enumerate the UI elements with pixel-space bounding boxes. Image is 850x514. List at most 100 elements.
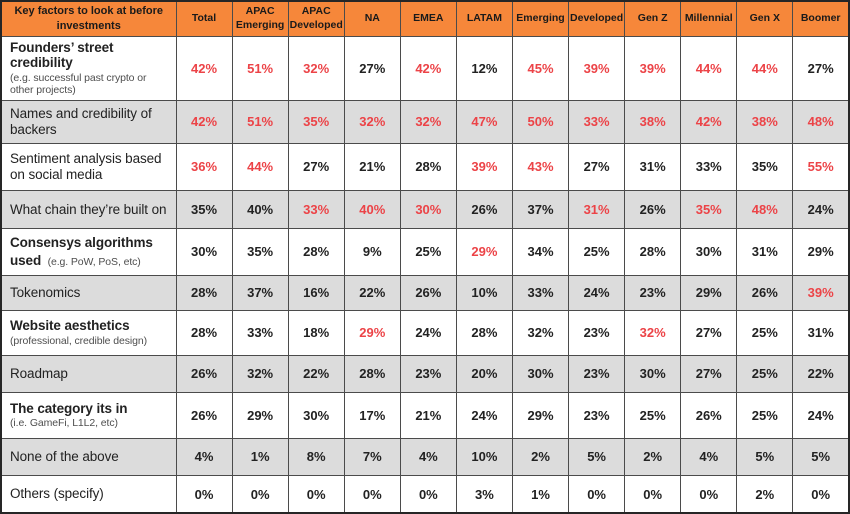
value-cell: 0%	[624, 474, 682, 514]
factor-sublabel: (professional, credible design)	[10, 334, 147, 347]
value-cell: 27%	[792, 35, 850, 101]
value-cell-highlighted: 50%	[511, 99, 570, 144]
value-cell: 24%	[792, 391, 850, 439]
column-header: EMEA	[399, 0, 457, 37]
value-cell: 26%	[455, 189, 513, 229]
column-header: Boomer	[792, 0, 850, 37]
value-cell-highlighted: 39%	[455, 142, 513, 191]
value-cell-highlighted: 44%	[231, 142, 289, 191]
value-cell-highlighted: 36%	[175, 142, 233, 191]
factor-sublabel: (e.g. PoW, PoS, etc)	[47, 255, 141, 268]
table-row: Founders’ street credibility (e.g. succes…	[0, 35, 850, 101]
value-cell: 27%	[343, 35, 401, 101]
factor-label-cell: Sentiment analysis based on social media	[0, 142, 177, 191]
factor-label-cell: What chain they’re built on	[0, 189, 177, 229]
value-cell: 25%	[736, 354, 794, 393]
value-cell: 29%	[792, 227, 850, 276]
value-cell-highlighted: 44%	[680, 35, 738, 101]
table-row: The category its in (i.e. GameFi, L1L2, e…	[0, 391, 850, 439]
factor-sublabel: (e.g. successful past crypto or other pr…	[10, 71, 147, 97]
value-cell: 21%	[343, 142, 401, 191]
value-cell: 25%	[736, 309, 794, 356]
value-cell: 0%	[680, 474, 738, 514]
value-cell: 28%	[455, 309, 513, 356]
value-cell: 28%	[624, 227, 682, 276]
value-cell: 2%	[511, 437, 570, 476]
value-cell-highlighted: 32%	[399, 99, 457, 144]
value-cell: 24%	[455, 391, 513, 439]
table-body: Founders’ street credibility (e.g. succes…	[0, 35, 850, 514]
factor-label: What chain they’re built on	[10, 201, 167, 217]
factor-label-cell: Founders’ street credibility (e.g. succes…	[0, 35, 177, 101]
value-cell: 22%	[287, 354, 345, 393]
table-row: None of the above 4% 1% 8% 7% 4% 10% 2% 5% 2% 4% 5%…	[0, 437, 850, 476]
value-cell: 30%	[680, 227, 738, 276]
table-row: Others (specify) 0% 0% 0% 0% 0% 3% 1% 0% 0% 0% 2% 0%	[0, 474, 850, 514]
value-cell: 25%	[399, 227, 457, 276]
corner-header: Key factors to look at before investment…	[0, 0, 177, 37]
column-header: APAC Developed	[287, 0, 345, 37]
factor-label: Consensys algorithms used	[10, 234, 153, 268]
value-cell: 5%	[568, 437, 626, 476]
value-cell-highlighted: 30%	[399, 189, 457, 229]
value-cell-highlighted: 31%	[568, 189, 626, 229]
value-cell-highlighted: 51%	[231, 35, 289, 101]
value-cell: 22%	[343, 274, 401, 311]
factor-label: Tokenomics	[10, 285, 81, 301]
value-cell-highlighted: 33%	[287, 189, 345, 229]
value-cell: 17%	[343, 391, 401, 439]
value-cell-highlighted: 42%	[399, 35, 457, 101]
column-header: Millennial	[680, 0, 738, 37]
factor-sublabel: (i.e. GameFi, L1L2, etc)	[10, 417, 118, 430]
value-cell: 20%	[455, 354, 513, 393]
factor-label-cell: Names and credibility of backers	[0, 99, 177, 144]
factor-label: Founders’ street credibility	[10, 39, 114, 71]
value-cell: 32%	[511, 309, 570, 356]
factor-label: Others (specify)	[10, 486, 104, 502]
value-cell: 18%	[287, 309, 345, 356]
value-cell: 26%	[680, 391, 738, 439]
value-cell: 29%	[231, 391, 289, 439]
value-cell: 27%	[680, 354, 738, 393]
value-cell-highlighted: 33%	[568, 99, 626, 144]
value-cell: 23%	[568, 354, 626, 393]
value-cell: 1%	[511, 474, 570, 514]
table-row: Roadmap 26% 32% 22% 28% 23% 20% 30% 23% 30% 27% 25%…	[0, 354, 850, 393]
value-cell: 16%	[287, 274, 345, 311]
value-cell-highlighted: 44%	[736, 35, 794, 101]
value-cell: 28%	[343, 354, 401, 393]
value-cell-highlighted: 35%	[680, 189, 738, 229]
factor-label-cell: None of the above	[0, 437, 177, 476]
value-cell: 8%	[287, 437, 345, 476]
value-cell: 23%	[624, 274, 682, 311]
value-cell: 21%	[399, 391, 457, 439]
column-header: Total	[175, 0, 233, 37]
column-header: Emerging	[511, 0, 570, 37]
value-cell: 4%	[175, 437, 233, 476]
value-cell: 5%	[792, 437, 850, 476]
value-cell-highlighted: 32%	[287, 35, 345, 101]
value-cell: 35%	[231, 227, 289, 276]
value-cell-highlighted: 45%	[511, 35, 570, 101]
value-cell-highlighted: 40%	[343, 189, 401, 229]
factor-label-cell: Tokenomics	[0, 274, 177, 311]
value-cell: 25%	[624, 391, 682, 439]
value-cell: 23%	[399, 354, 457, 393]
factor-label-cell: Roadmap	[0, 354, 177, 393]
value-cell: 37%	[511, 189, 570, 229]
table-row: Tokenomics 28% 37% 16% 22% 26% 10% 33% 24% 23% 29%…	[0, 274, 850, 311]
table-row: Consensys algorithms used (e.g. PoW, PoS…	[0, 227, 850, 276]
factor-label-cell: Website aesthetics (professional, credibl…	[0, 309, 177, 356]
table-row: Website aesthetics (professional, credibl…	[0, 309, 850, 356]
value-cell: 30%	[287, 391, 345, 439]
value-cell: 33%	[511, 274, 570, 311]
value-cell: 28%	[175, 309, 233, 356]
column-header: Gen Z	[624, 0, 682, 37]
value-cell: 27%	[680, 309, 738, 356]
column-header: APAC Emerging	[231, 0, 289, 37]
value-cell-highlighted: 43%	[511, 142, 570, 191]
value-cell: 29%	[680, 274, 738, 311]
value-cell: 35%	[175, 189, 233, 229]
value-cell: 1%	[231, 437, 289, 476]
